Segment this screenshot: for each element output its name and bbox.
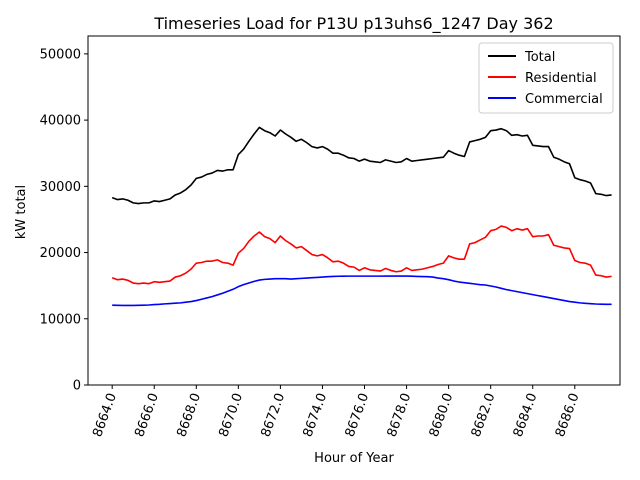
y-tick-label: 10000 <box>40 312 81 327</box>
y-tick-label: 30000 <box>40 180 81 195</box>
y-axis: 0 10000 20000 30000 40000 50000 <box>40 47 88 394</box>
y-tick-label: 50000 <box>40 47 81 62</box>
x-axis-label: Hour of Year <box>314 451 394 466</box>
y-tick-label: 40000 <box>40 114 81 129</box>
y-tick-label: 0 <box>73 379 81 394</box>
legend-label-residential: Residential <box>525 71 597 86</box>
legend: Total Residential Commercial <box>478 42 614 114</box>
y-tick-label: 20000 <box>40 246 81 261</box>
legend-label-commercial: Commercial <box>525 92 603 107</box>
series-line-residential <box>111 225 612 285</box>
series-line-total <box>111 126 612 205</box>
series-line-commercial <box>112 275 612 307</box>
plot-frame <box>87 35 621 386</box>
legend-label-total: Total <box>524 50 555 65</box>
legend-box <box>478 42 614 114</box>
chart-title: Timeseries Load for P13U p13uhs6_1247 Da… <box>153 14 553 34</box>
y-axis-label: kW total <box>14 185 29 239</box>
